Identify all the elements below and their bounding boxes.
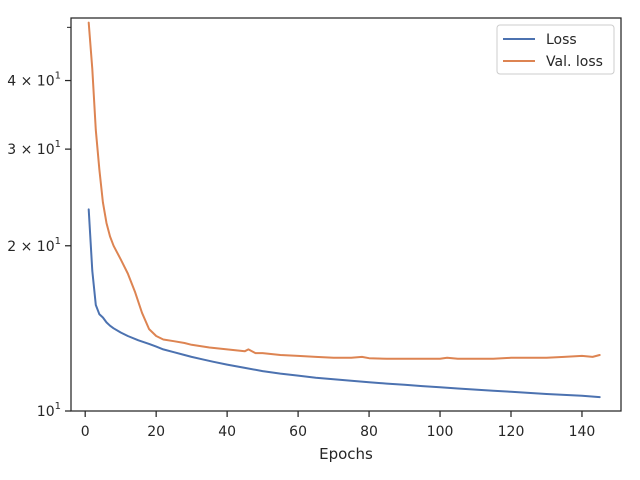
x-tick-label: 100 bbox=[427, 424, 454, 440]
x-tick-label: 80 bbox=[360, 424, 378, 440]
y-tick-label: 3 × 101 bbox=[7, 139, 61, 158]
series-line-val-loss bbox=[87, 21, 601, 360]
y-axis: 101 2 × 101 3 × 101 4 × 101 bbox=[7, 26, 71, 420]
y-tick-label: 4 × 101 bbox=[7, 71, 61, 90]
x-tick-label: 60 bbox=[289, 424, 307, 440]
x-tick-label: 140 bbox=[569, 424, 596, 440]
x-axis-label: Epochs bbox=[319, 445, 373, 463]
plot-frame bbox=[70, 17, 622, 412]
y-tick-label: 2 × 101 bbox=[7, 236, 61, 255]
x-tick-label: 40 bbox=[218, 424, 236, 440]
legend-label: Loss bbox=[546, 32, 577, 48]
x-tick-label: 0 bbox=[81, 424, 90, 440]
legend: Loss Val. loss bbox=[496, 24, 615, 75]
x-axis: 0 20 40 60 80 100 120 140 bbox=[81, 411, 596, 440]
x-tick-label: 20 bbox=[147, 424, 165, 440]
y-tick-label: 101 bbox=[37, 401, 61, 420]
series-line-loss bbox=[87, 208, 601, 399]
legend-label: Val. loss bbox=[546, 54, 603, 70]
plot-area bbox=[87, 21, 601, 399]
x-tick-label: 120 bbox=[498, 424, 525, 440]
